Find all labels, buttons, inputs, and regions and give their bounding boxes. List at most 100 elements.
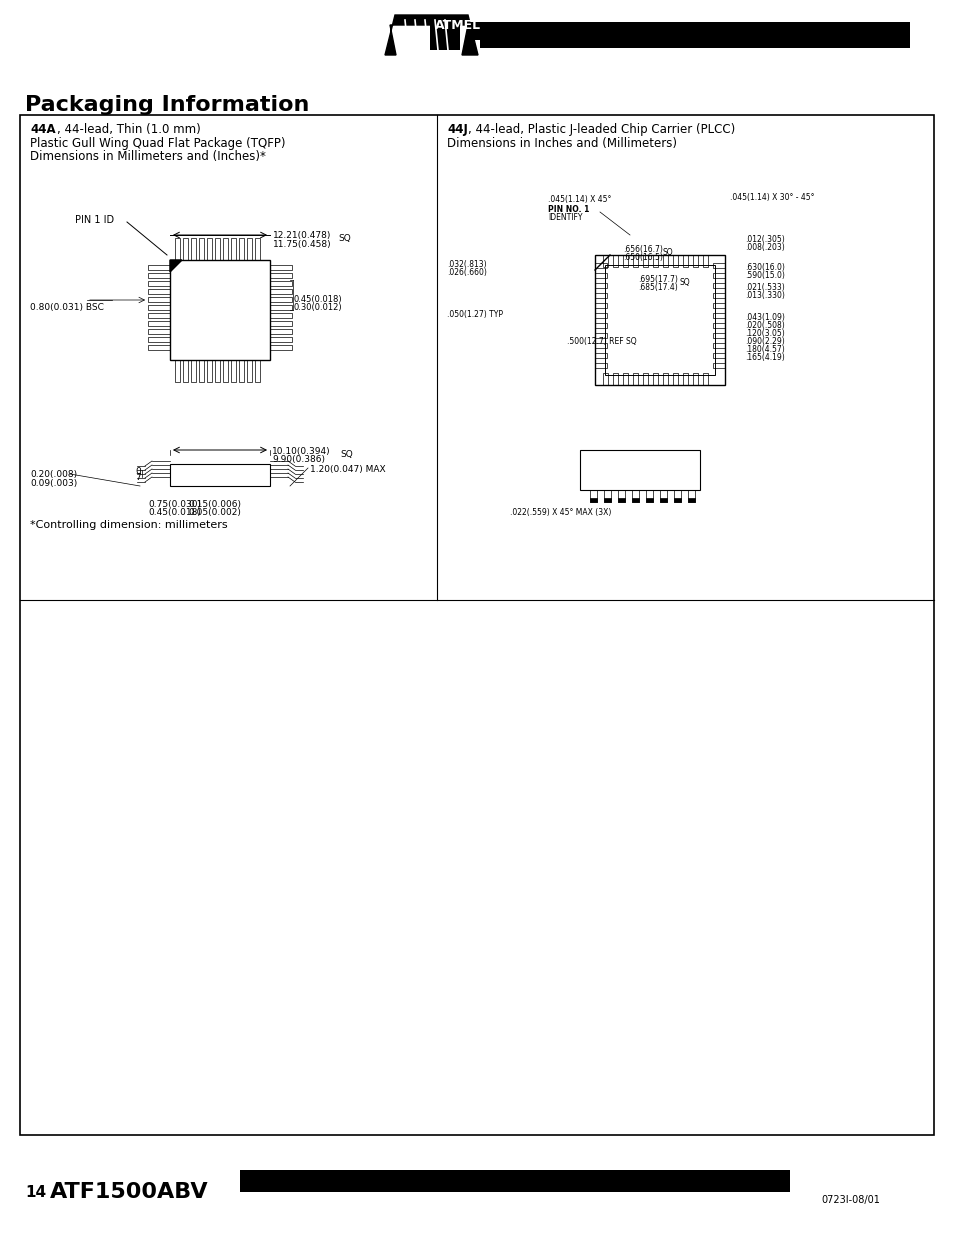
- Bar: [618, 498, 624, 501]
- Text: .021(.533): .021(.533): [744, 283, 784, 291]
- Bar: [247, 238, 252, 261]
- Bar: [712, 324, 724, 329]
- Bar: [642, 373, 647, 385]
- Bar: [622, 373, 627, 385]
- Text: 0.30(0.012): 0.30(0.012): [294, 303, 342, 312]
- Bar: [589, 490, 597, 501]
- Bar: [191, 359, 195, 382]
- Bar: [270, 329, 292, 333]
- Bar: [602, 254, 607, 267]
- Bar: [702, 373, 707, 385]
- Bar: [470, 22, 720, 40]
- Bar: [148, 266, 170, 270]
- Text: SQ: SQ: [662, 248, 673, 257]
- Bar: [270, 321, 292, 326]
- Bar: [712, 273, 724, 278]
- Bar: [183, 359, 188, 382]
- Bar: [662, 254, 667, 267]
- Bar: [662, 373, 667, 385]
- Bar: [270, 273, 292, 278]
- Bar: [148, 345, 170, 350]
- Bar: [712, 263, 724, 268]
- Text: 0723I-08/01: 0723I-08/01: [821, 1195, 879, 1205]
- Text: IDENTIFY: IDENTIFY: [547, 212, 582, 222]
- Bar: [170, 464, 270, 487]
- Bar: [642, 254, 647, 267]
- Polygon shape: [170, 261, 182, 272]
- Text: .022(.559) X 45° MAX (3X): .022(.559) X 45° MAX (3X): [510, 508, 611, 517]
- Text: Dimensions in Millimeters and (Inches)*: Dimensions in Millimeters and (Inches)*: [30, 149, 266, 163]
- Text: 0.09(.003): 0.09(.003): [30, 479, 77, 488]
- Bar: [712, 333, 724, 338]
- Bar: [148, 312, 170, 317]
- Bar: [199, 238, 204, 261]
- Bar: [148, 273, 170, 278]
- Bar: [270, 296, 292, 303]
- Text: .590(15.0): .590(15.0): [744, 270, 784, 280]
- Text: 7: 7: [135, 473, 141, 482]
- Text: .012(.305): .012(.305): [744, 235, 784, 245]
- Bar: [687, 498, 695, 501]
- Bar: [223, 359, 228, 382]
- Bar: [712, 303, 724, 308]
- Text: 0.20(.008): 0.20(.008): [30, 471, 77, 479]
- Text: .165(4.19): .165(4.19): [744, 353, 784, 362]
- Bar: [622, 254, 627, 267]
- Text: 14: 14: [25, 1186, 46, 1200]
- Text: , 44-lead, Thin (1.0 mm): , 44-lead, Thin (1.0 mm): [57, 124, 200, 136]
- Bar: [148, 329, 170, 333]
- Text: .630(16.0): .630(16.0): [744, 263, 784, 272]
- Bar: [595, 283, 606, 288]
- Bar: [595, 312, 606, 317]
- Bar: [270, 282, 292, 287]
- Text: .045(1.14) X 45°: .045(1.14) X 45°: [547, 195, 611, 204]
- Bar: [174, 238, 180, 261]
- Bar: [672, 254, 678, 267]
- Bar: [479, 22, 909, 42]
- Text: 0.75(0.030): 0.75(0.030): [149, 500, 201, 509]
- Bar: [673, 498, 680, 501]
- Text: PIN NO. 1: PIN NO. 1: [547, 205, 589, 214]
- Text: .008(.203): .008(.203): [744, 243, 784, 252]
- Bar: [595, 303, 606, 308]
- Bar: [652, 254, 658, 267]
- Bar: [199, 359, 204, 382]
- Bar: [595, 273, 606, 278]
- Bar: [183, 238, 188, 261]
- Bar: [270, 266, 292, 270]
- Bar: [595, 324, 606, 329]
- Bar: [148, 321, 170, 326]
- Text: 0.80(0.031) BSC: 0.80(0.031) BSC: [30, 303, 104, 312]
- Bar: [604, 266, 714, 375]
- Text: .090(2.29): .090(2.29): [744, 337, 784, 346]
- Bar: [613, 373, 618, 385]
- Text: Plastic Gull Wing Quad Flat Package (TQFP): Plastic Gull Wing Quad Flat Package (TQF…: [30, 137, 285, 149]
- Text: .032(.813): .032(.813): [447, 261, 486, 269]
- Bar: [240, 1170, 789, 1192]
- Text: SQ: SQ: [337, 233, 351, 243]
- Text: .020(.508): .020(.508): [744, 321, 784, 330]
- Bar: [672, 373, 678, 385]
- Bar: [148, 282, 170, 287]
- Bar: [692, 254, 698, 267]
- Text: .650(16.5): .650(16.5): [622, 253, 662, 262]
- Bar: [270, 345, 292, 350]
- Text: 0.05(0.002): 0.05(0.002): [189, 508, 241, 517]
- Text: ATMEL: ATMEL: [435, 19, 480, 32]
- Bar: [254, 359, 260, 382]
- Text: .695(17.7): .695(17.7): [638, 275, 678, 284]
- Bar: [712, 283, 724, 288]
- Text: .120(3.05): .120(3.05): [744, 329, 784, 338]
- Bar: [633, 254, 638, 267]
- Bar: [595, 293, 606, 298]
- Bar: [214, 359, 220, 382]
- Bar: [702, 254, 707, 267]
- Bar: [231, 238, 235, 261]
- Bar: [631, 490, 639, 501]
- Bar: [430, 15, 459, 49]
- Text: SQ: SQ: [679, 278, 690, 287]
- Text: 44A: 44A: [30, 124, 55, 136]
- Bar: [613, 254, 618, 267]
- Bar: [603, 490, 610, 501]
- Bar: [270, 289, 292, 294]
